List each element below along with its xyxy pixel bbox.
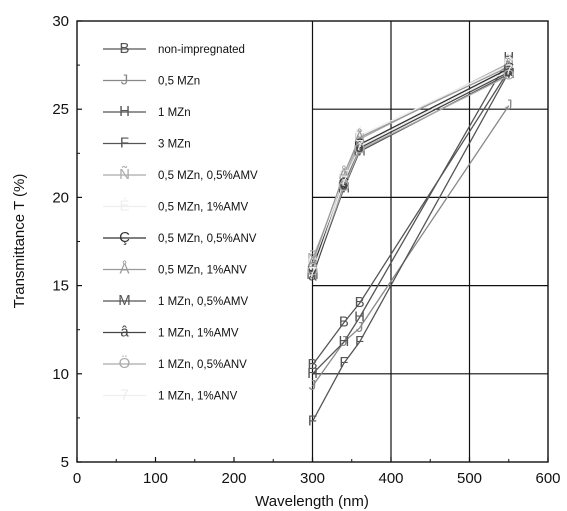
legend-marker: â (120, 323, 129, 340)
legend-label: 1 MZn (158, 107, 191, 119)
legend-marker: Ç (119, 229, 130, 246)
data-point-marker: Ç (338, 174, 349, 191)
data-point-marker: F (339, 354, 348, 371)
data-point-marker: H (307, 365, 318, 382)
data-point-marker: M (503, 65, 516, 82)
x-tick-label: 200 (221, 470, 246, 487)
y-tick-label: 20 (52, 189, 69, 206)
data-point-marker: É (339, 167, 349, 184)
y-tick-label: 10 (52, 366, 69, 383)
legend-label: 0,5 MZn, 1%ANV (158, 265, 247, 277)
x-tick-label: 0 (73, 470, 81, 487)
data-point-marker: Å (307, 254, 317, 271)
data-point-marker: â (355, 139, 364, 156)
data-point-marker: B (355, 294, 365, 311)
x-tick-label: 100 (143, 470, 168, 487)
data-point-marker: F (355, 333, 364, 350)
legend-label: 0,5 MZn, 0,5%ANV (158, 233, 257, 245)
legend-label: 0,5 MZn (158, 76, 200, 88)
data-point-marker: 7 (308, 264, 316, 281)
legend-label: non-impregnated (158, 44, 245, 56)
data-point-marker: Ö (503, 66, 515, 84)
data-point-marker: Å (339, 165, 349, 182)
legend-marker: Ö (119, 354, 131, 372)
data-point-marker: J (309, 377, 317, 394)
data-point-marker: 7 (505, 61, 513, 78)
legend-marker: É (119, 197, 129, 214)
data-point-marker: F (308, 412, 317, 429)
legend-marker: H (119, 103, 130, 120)
legend-marker: Ñ (119, 166, 130, 183)
x-tick-label: 300 (300, 470, 325, 487)
x-tick-label: 400 (378, 470, 403, 487)
data-point-marker: â (505, 63, 514, 80)
data-point-marker: Ö (307, 261, 319, 279)
series-line-7 (311, 66, 510, 263)
data-point-marker: J (505, 97, 513, 114)
legend-label: 3 MZn (158, 139, 191, 151)
x-tick-label: 500 (457, 470, 482, 487)
legend-marker: 7 (120, 386, 128, 403)
y-tick-label: 25 (52, 101, 69, 118)
x-axis-title: Wavelength (nm) (255, 493, 369, 510)
data-point-marker: â (340, 176, 349, 193)
legend-label: 0,5 MZn, 1%AMV (158, 202, 248, 214)
data-point-marker: 7 (355, 137, 363, 154)
data-point-marker: Å (355, 128, 365, 145)
plot-frame (76, 20, 549, 463)
data-point-marker: M (353, 143, 366, 160)
x-tick-label: 600 (535, 470, 560, 487)
series-line-2 (312, 57, 510, 375)
series-line-11 (311, 69, 510, 274)
data-point-marker: Å (504, 58, 514, 75)
data-point-marker: 7 (340, 172, 348, 189)
legend-label: 0,5 MZn, 0,5%AMV (158, 170, 258, 182)
data-point-marker: H (354, 308, 365, 325)
series-line-1 (311, 105, 510, 387)
legend-label: 1 MZn, 1%AMV (158, 328, 239, 340)
data-point-marker: F (504, 63, 513, 80)
data-point-marker: â (308, 268, 317, 285)
axis-ticks: 0 100 200 300 400 500 600 5 10 15 20 25 30 (52, 13, 560, 487)
data-point-marker: H (338, 333, 349, 350)
y-tick-label: 5 (61, 454, 69, 471)
data-point-marker: Ñ (354, 130, 365, 147)
data-point-marker: B (504, 61, 514, 78)
legend-marker: B (119, 40, 129, 57)
data-point-marker: M (338, 180, 351, 197)
data-point-marker: É (307, 255, 317, 272)
data-point-marker: Ö (338, 177, 350, 195)
legend-marker: Å (119, 260, 129, 277)
data-point-marker: J (356, 319, 364, 336)
data-point-marker: Ñ (307, 250, 318, 267)
legend-label: 1 MZn, 0,5%ANV (158, 359, 247, 371)
data-point-marker: Ñ (338, 171, 349, 188)
series-markers: BBBBJJJJHHHHFFFFÑÑÑÑÉÉÉÉÇÇÇÇÅÅÅÅMMMMââââ… (306, 49, 515, 429)
y-axis-title: Transmittance T (%) (11, 174, 28, 309)
data-point-marker: Ç (354, 135, 365, 152)
data-point-marker: M (306, 266, 319, 283)
y-tick-label: 30 (52, 13, 69, 30)
y-tick-label: 15 (52, 278, 69, 295)
legend-marker: M (118, 292, 131, 309)
legend-marker: F (120, 134, 129, 151)
data-point-marker: H (503, 49, 514, 66)
data-point-marker: É (355, 127, 365, 144)
data-point-marker: B (307, 356, 317, 373)
data-point-marker: Ç (307, 259, 318, 276)
data-point-marker: B (339, 314, 349, 331)
data-point-marker: Ö (354, 140, 366, 158)
series-lines (311, 57, 510, 422)
data-point-marker: Ñ (503, 54, 514, 71)
data-point-marker: Ç (503, 60, 514, 77)
legend-marker: J (121, 71, 129, 88)
data-point-marker: J (340, 333, 348, 350)
series-line-3 (311, 71, 510, 422)
legend-label: 1 MZn, 1%ANV (158, 391, 238, 403)
legend-label: 1 MZn, 0,5%AMV (158, 296, 248, 308)
data-point-marker: É (504, 56, 514, 73)
